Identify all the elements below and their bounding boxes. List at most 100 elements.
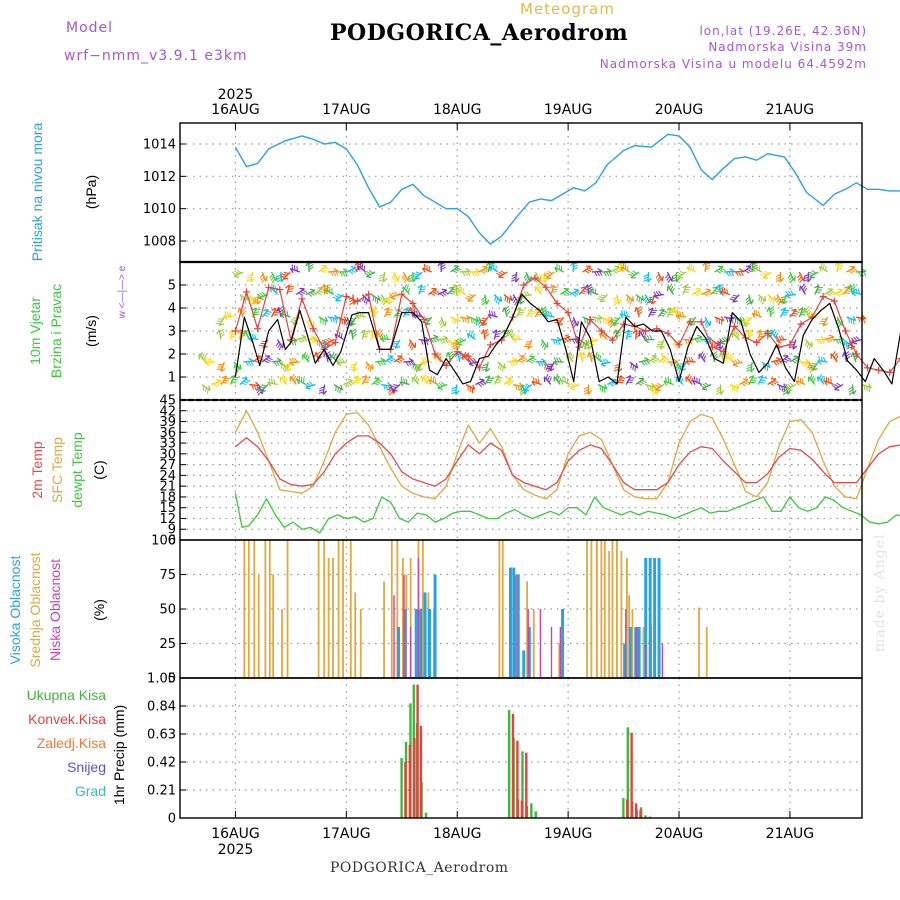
wind-barb-feather xyxy=(219,270,223,273)
wind-barb-feather xyxy=(511,360,516,366)
wind-barb xyxy=(454,337,467,346)
wind-barb xyxy=(399,377,410,387)
temp-title3: dewpt Temp xyxy=(69,432,85,507)
wind-barb xyxy=(675,270,687,279)
wind-barb-feather xyxy=(277,343,281,349)
wind-barb-feather xyxy=(219,328,224,333)
wind-barb-feather xyxy=(496,272,501,277)
wind-barb-feather xyxy=(281,273,287,276)
wind-barb-feather xyxy=(415,310,418,316)
wind-barb-feather xyxy=(679,311,682,317)
wind-barb-head xyxy=(456,316,461,322)
wind-barb-feather xyxy=(641,361,646,366)
wind-barb-head xyxy=(775,356,781,361)
wind-barb-head xyxy=(688,336,694,341)
ytick-label: 0 xyxy=(168,672,176,687)
wind-barb xyxy=(591,314,603,324)
wind-barb xyxy=(506,328,515,340)
wind-barb-head xyxy=(348,329,352,335)
wind-barb-shaft xyxy=(389,384,395,395)
wind-barb-feather xyxy=(256,388,261,394)
wind-barb-feather xyxy=(203,318,204,323)
wind-barb-feather xyxy=(397,358,403,362)
wind-barb-feather xyxy=(583,389,589,393)
wind-barb-feather xyxy=(415,375,418,381)
wind-barb xyxy=(582,265,594,274)
wind-barb-feather xyxy=(426,377,430,383)
wind-barb-feather xyxy=(222,269,226,272)
wind-barb-feather xyxy=(349,301,355,306)
wind-barb-feather xyxy=(673,305,678,311)
wind-barb-feather xyxy=(405,285,409,291)
wind-barb-feather xyxy=(596,271,600,277)
ytick-label: 0.84 xyxy=(147,700,176,715)
wind-barb-feather xyxy=(236,367,240,373)
wind-barb-head xyxy=(397,276,400,282)
wind-barb-feather xyxy=(850,283,856,288)
wind-barb-feather xyxy=(571,321,576,326)
wind-barb-head xyxy=(868,383,872,389)
wind-barb-head xyxy=(219,267,224,268)
wind-barb-head xyxy=(805,358,810,363)
gust-marker xyxy=(730,322,738,330)
wind-barb xyxy=(647,307,657,318)
wind-barb-head xyxy=(685,360,690,365)
wind-barb-feather xyxy=(772,298,775,304)
wind-barb-feather xyxy=(257,391,262,396)
wind-barb-feather xyxy=(318,290,324,294)
wind-barb-feather xyxy=(372,295,375,301)
precip-bar xyxy=(521,751,524,818)
wind-barb-feather xyxy=(303,337,308,342)
wind-barb-feather xyxy=(378,278,384,282)
wind-barb-feather xyxy=(247,361,252,366)
wind-barb-head xyxy=(475,316,480,322)
wind-barb-head xyxy=(516,307,522,311)
wind-barb-feather xyxy=(548,377,552,383)
wind-barb-feather xyxy=(583,341,589,345)
wind-barb-feather xyxy=(819,373,823,379)
wind-barb-feather xyxy=(511,276,517,280)
date-label-bottom: 16AUG xyxy=(211,826,260,842)
wind-barb-feather xyxy=(374,310,379,315)
wind-barb-feather xyxy=(807,363,811,369)
wind-barb-feather xyxy=(771,381,777,385)
wind-barb-feather xyxy=(703,292,709,297)
wind-barb-feather xyxy=(638,310,643,315)
wind-barb-feather xyxy=(194,351,198,354)
wind-barb xyxy=(795,376,806,386)
wind-barb-feather xyxy=(308,266,314,270)
wind-barb-head xyxy=(671,307,674,313)
ytick-label: 45 xyxy=(159,394,176,409)
wind-barb xyxy=(830,351,839,363)
wind-barb-feather xyxy=(766,366,769,372)
wind-barb-feather xyxy=(363,333,369,336)
wind-barb-shaft xyxy=(613,316,621,326)
wind-barb xyxy=(833,288,845,297)
wind-barb-feather xyxy=(283,375,286,382)
wind-barb-head xyxy=(452,284,457,289)
ytick-label: 9 xyxy=(168,523,176,538)
wind-barb-head xyxy=(229,374,236,379)
wind-barb-feather xyxy=(557,340,561,346)
wind-barb-feather xyxy=(721,287,724,293)
wind-barb xyxy=(746,361,755,373)
wind-barb xyxy=(217,295,225,305)
wind-barb-feather xyxy=(607,319,613,324)
wind-barb-feather xyxy=(853,336,858,342)
gust-marker xyxy=(852,350,860,358)
wind-barb-feather xyxy=(363,265,366,271)
wind-barb-feather xyxy=(187,387,192,388)
wind-barb-feather xyxy=(669,378,672,384)
wind-barb-feather xyxy=(416,377,420,383)
wind-barb-feather xyxy=(637,382,643,386)
wind-barb-feather xyxy=(650,360,656,364)
wind-barb-feather xyxy=(746,368,752,372)
wind-barb-shaft xyxy=(261,308,269,318)
wind-barb xyxy=(507,357,518,366)
wind-barb-head xyxy=(837,288,843,291)
cloud-bar xyxy=(657,557,661,678)
wind-barb xyxy=(638,357,650,366)
wind-barb-head xyxy=(237,297,238,302)
wind-barb-feather xyxy=(193,290,198,292)
date-label-top: 20AUG xyxy=(655,102,704,118)
